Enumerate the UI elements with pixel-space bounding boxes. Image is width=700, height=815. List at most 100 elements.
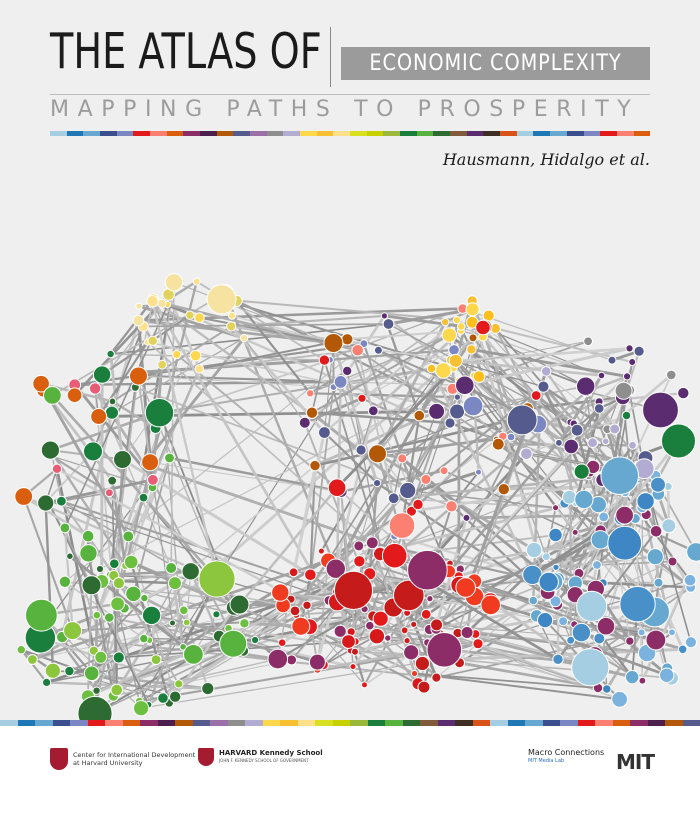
network-node	[607, 525, 643, 561]
network-edge	[455, 347, 630, 363]
network-node	[683, 573, 697, 587]
product-space-network	[14, 273, 700, 726]
network-node	[462, 513, 471, 522]
network-edge	[400, 415, 421, 526]
stripe-segment	[600, 131, 617, 136]
network-node	[601, 437, 610, 446]
stripe-segment	[542, 720, 560, 726]
stripe-segment	[150, 131, 167, 136]
stripe-segment	[616, 131, 634, 136]
stripe-segment	[595, 720, 613, 726]
network-node	[441, 317, 450, 327]
stripe-segment	[233, 131, 251, 136]
network-edge	[147, 609, 185, 706]
network-node	[353, 555, 366, 568]
network-node	[649, 525, 663, 538]
network-node	[140, 593, 149, 603]
stripe-segment	[105, 720, 123, 726]
network-edge	[112, 570, 192, 697]
network-edge	[123, 581, 176, 610]
stripe-segment	[560, 720, 578, 726]
stripe-segment	[122, 720, 140, 726]
network-node	[597, 371, 606, 380]
network-node	[309, 459, 321, 472]
cid-affiliation: at Harvard University	[73, 759, 143, 767]
network-node	[92, 365, 112, 384]
cid-logo[interactable]: Center for International Development at …	[50, 748, 195, 770]
network-node	[444, 417, 456, 429]
network-node	[397, 453, 408, 464]
network-node	[403, 644, 420, 661]
network-node	[327, 478, 347, 498]
network-node	[465, 302, 480, 317]
network-node	[212, 610, 221, 619]
network-node	[571, 622, 592, 643]
stripe-segment	[227, 720, 245, 726]
stripe-segment	[500, 131, 517, 136]
network-edge	[20, 649, 48, 684]
network-node	[435, 362, 452, 379]
stripe-segment	[533, 131, 551, 136]
network-node	[430, 618, 444, 632]
network-edge	[595, 415, 628, 590]
network-node	[563, 438, 580, 455]
network-node	[206, 284, 237, 315]
network-edge	[22, 495, 89, 538]
network-node	[636, 492, 655, 511]
hks-logo[interactable]: HARVARD Kennedy School JOHN F. KENNEDY S…	[198, 748, 323, 766]
macro-connections-logo[interactable]: Macro Connections MIT Media Lab	[528, 748, 604, 766]
network-node	[520, 447, 533, 461]
network-node	[305, 406, 319, 419]
network-node	[63, 621, 83, 641]
network-node	[135, 302, 143, 310]
network-node	[164, 452, 175, 464]
network-node	[562, 489, 577, 505]
network-edge	[324, 307, 463, 361]
harvard-shield-icon	[198, 748, 214, 766]
stripe-segment	[507, 720, 525, 726]
stripe-segment	[433, 131, 451, 136]
network-edge	[576, 375, 603, 431]
network-node	[388, 512, 416, 539]
network-node	[239, 618, 250, 629]
stripe-segment	[280, 720, 298, 726]
network-node	[165, 562, 178, 574]
network-node	[596, 616, 616, 636]
network-node	[168, 576, 182, 591]
network-node	[420, 608, 432, 620]
network-edge	[235, 300, 312, 394]
network-edge	[311, 359, 326, 413]
network-node	[497, 483, 510, 496]
stripe-segment	[350, 720, 368, 726]
network-edge	[243, 337, 306, 424]
network-node	[92, 686, 101, 695]
network-edge	[51, 456, 63, 502]
network-node	[107, 475, 118, 486]
network-node	[42, 677, 52, 688]
network-edge	[113, 658, 278, 697]
title-subtitle: ECONOMIC COMPLEXITY	[369, 51, 622, 76]
stripe-segment	[192, 720, 210, 726]
stripe-segment	[516, 131, 534, 136]
stripe-segment	[166, 131, 184, 136]
stripe-segment	[483, 131, 501, 136]
network-edge	[393, 390, 588, 557]
network-edge	[451, 359, 544, 388]
network-edge	[173, 281, 334, 344]
network-node	[112, 577, 126, 590]
stripe-segment	[385, 720, 403, 726]
stripe-segment	[133, 131, 151, 136]
stripe-segment	[66, 131, 84, 136]
stripe-segment	[437, 720, 455, 726]
mc-sub: MIT Media Lab	[528, 758, 565, 764]
stripe-segment	[333, 131, 351, 136]
stripe-segment	[0, 720, 18, 726]
network-node	[387, 492, 400, 505]
network-edge	[151, 300, 219, 580]
network-edge	[174, 464, 316, 584]
network-edge	[323, 359, 382, 553]
network-edge	[73, 383, 154, 481]
network-node	[677, 644, 688, 655]
network-node	[353, 540, 365, 552]
mit-logo[interactable]: MIT	[616, 750, 655, 774]
